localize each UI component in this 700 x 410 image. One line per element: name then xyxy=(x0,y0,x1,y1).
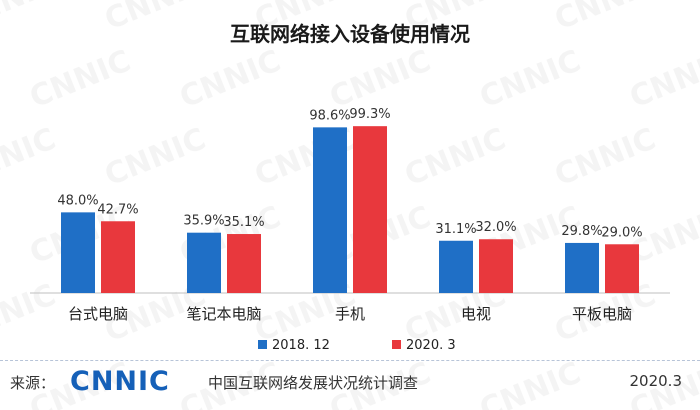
bar-series1 xyxy=(187,232,221,293)
source-organization: 中国互联网络发展状况统计调查 xyxy=(208,374,419,392)
data-label: 99.3% xyxy=(349,107,390,122)
bar-series1 xyxy=(565,242,599,293)
legend-swatch xyxy=(258,340,267,349)
data-label: 29.0% xyxy=(601,225,642,240)
bar-series1 xyxy=(439,240,473,293)
legend-label: 2018. 12 xyxy=(272,338,330,353)
bar-series1 xyxy=(313,127,347,294)
legend-label: 2020. 3 xyxy=(406,338,456,353)
data-label: 48.0% xyxy=(57,193,98,208)
watermark-text: CNNIC xyxy=(475,355,586,410)
bar-series1 xyxy=(61,212,95,293)
cnnic-logo: CNNIC xyxy=(70,366,170,394)
data-label: 35.9% xyxy=(183,214,224,229)
category-label: 笔记本电脑 xyxy=(186,305,261,323)
legend-swatch xyxy=(392,340,401,349)
data-label: 35.1% xyxy=(223,215,264,230)
source-date: 2020.3 xyxy=(629,372,683,390)
bar-series2 xyxy=(605,244,639,293)
category-label: 电视 xyxy=(461,305,491,323)
bar-series2 xyxy=(353,126,387,294)
bar-series2 xyxy=(227,234,261,293)
chart-title: 互联网络接入设备使用情况 xyxy=(230,22,470,46)
bar-series2 xyxy=(101,221,135,293)
footer-divider xyxy=(0,360,700,361)
svg-text:CNNIC: CNNIC xyxy=(70,366,170,394)
category-label: 台式电脑 xyxy=(68,305,128,323)
data-label: 98.6% xyxy=(309,108,350,123)
category-label: 手机 xyxy=(335,305,365,323)
data-label: 31.1% xyxy=(435,222,476,237)
data-label: 42.7% xyxy=(97,202,138,217)
data-label: 32.0% xyxy=(475,220,516,235)
bar-chart: 48.0%42.7% 台式电脑 35.9%35.1% 笔记本电脑 98.6%99.3% 手… xyxy=(30,107,670,353)
data-label: 29.8% xyxy=(561,224,602,239)
bar-series2 xyxy=(479,239,513,293)
category-label: 平板电脑 xyxy=(572,305,632,323)
source-label: 来源： xyxy=(10,374,56,392)
